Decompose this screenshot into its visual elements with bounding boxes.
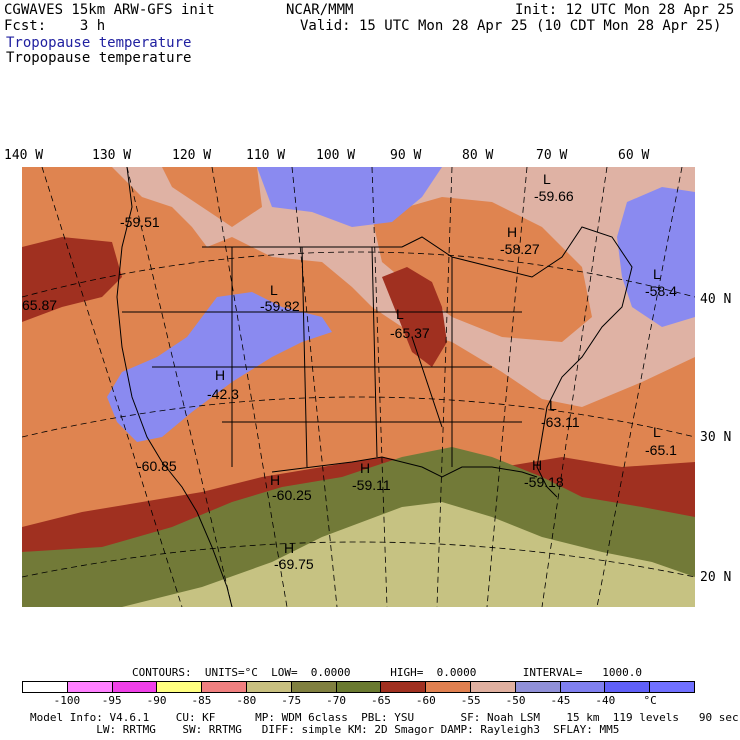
colorbar-swatch-14 <box>650 682 694 692</box>
colorbar-tick-label: -95 <box>101 694 122 707</box>
contours-info: CONTOURS: UNITS=°C LOW= 0.0000 HIGH= 0.0… <box>132 666 642 679</box>
label-L-58-4: L <box>653 266 661 282</box>
label-high-58-27: -58.27 <box>500 241 540 257</box>
lon-label-140w: 140 W <box>4 148 44 163</box>
colorbar-tick-label: °C <box>643 694 657 707</box>
colorbar-tick-label: -90 <box>146 694 167 707</box>
latlon-grid <box>22 167 695 607</box>
colorbar-swatch-2 <box>112 682 158 692</box>
label-high-59-11: -59.11 <box>352 477 391 493</box>
lat-label-20n: 20 N <box>700 570 732 585</box>
colorbar-swatch-8 <box>381 682 427 692</box>
colorbar-swatch-7 <box>336 682 382 692</box>
label-low-65-1: -65.1 <box>645 442 677 458</box>
lon-label-110w: 110 W <box>246 148 286 163</box>
lon-label-90w: 90 W <box>390 148 422 163</box>
forecast-hour: Fcst: 3 h <box>4 18 106 34</box>
field-name-secondary: Tropopause temperature <box>6 50 192 66</box>
colorbar-tick-label: -45 <box>550 694 571 707</box>
label-H-58-27: H <box>507 224 517 240</box>
coastlines <box>116 167 633 607</box>
region-darkred-west <box>22 237 122 322</box>
colorbar-tick-label: -55 <box>460 694 481 707</box>
region-orange-great-lakes <box>372 197 592 342</box>
label-H-60-25: H <box>270 472 280 488</box>
lon-label-120w: 120 W <box>172 148 212 163</box>
label-H-42-3: H <box>215 367 225 383</box>
colorbar-tick-label: -40 <box>595 694 616 707</box>
label-L-59-82: L <box>270 282 278 298</box>
colorbar-tick-label: -80 <box>236 694 257 707</box>
label-low-59-66: -59.66 <box>534 188 574 204</box>
model-info-line1: Model Info: V4.6.1 CU: KF MP: WDM 6class… <box>30 711 739 724</box>
label-low-63-11: -63.11 <box>541 414 580 430</box>
colorbar-tick-label: -70 <box>326 694 346 707</box>
model-info-line2: LW: RRTMG SW: RRTMG DIFF: simple KM: 2D … <box>30 723 620 736</box>
label-H-69-75: H <box>284 540 294 556</box>
colorbar-swatch-13 <box>605 682 651 692</box>
region-tan-gulf <box>122 502 695 607</box>
region-blue-north <box>257 167 442 227</box>
lon-label-100w: 100 W <box>316 148 356 163</box>
label-low-59-82: -59.82 <box>260 298 300 314</box>
label-L-65-37: L <box>396 306 404 322</box>
label-L-59-66: L <box>543 171 551 187</box>
colorbar-tick-label: -60 <box>415 694 436 707</box>
label-H-59-11: H <box>360 460 370 476</box>
lon-label-130w: 130 W <box>92 148 132 163</box>
colorbar-swatch-6 <box>291 682 337 692</box>
label-L-63-11: L <box>549 397 557 413</box>
lat-label-40n: 40 N <box>700 292 732 307</box>
label-high-59-18: -59.18 <box>524 474 564 490</box>
label-H-59-18: H <box>532 457 542 473</box>
label-low-59-51: -59.51 <box>120 214 160 230</box>
region-darkred-lakes <box>382 267 447 367</box>
label-high-60-25: -60.25 <box>272 487 312 503</box>
colorbar-swatch-9 <box>426 682 471 692</box>
colorbar-swatch-3 <box>157 682 203 692</box>
lon-label-80w: 80 W <box>462 148 494 163</box>
label-low-65-37: -65.37 <box>390 325 430 341</box>
field-name-primary: Tropopause temperature <box>6 35 192 51</box>
colorbar-swatch-10 <box>470 682 516 692</box>
center-name: NCAR/MMM <box>286 2 354 18</box>
label-low-65-87: 65.87 <box>22 297 57 313</box>
label-low-58-4: -58.4 <box>645 283 677 299</box>
colorbar-tick-label: -100 <box>53 694 81 707</box>
colorbar-swatch-11 <box>515 682 561 692</box>
label-low-60-85: -60.85 <box>137 458 177 474</box>
init-time: Init: 12 UTC Mon 28 Apr 25 <box>515 2 735 18</box>
valid-time: Valid: 15 UTC Mon 28 Apr 25 (10 CDT Mon … <box>300 18 722 34</box>
tropopause-temperature-map: -59.51 65.87 L -59.82 H -42.3 -60.85 H -… <box>22 167 695 607</box>
lon-label-60w: 60 W <box>618 148 650 163</box>
label-high-69-75: -69.75 <box>274 556 314 572</box>
colorbar <box>22 681 695 693</box>
region-orange-northwest <box>162 167 262 227</box>
colorbar-tick-label: -50 <box>505 694 526 707</box>
colorbar-swatch-1 <box>67 682 113 692</box>
colorbar-swatch-0 <box>23 682 68 692</box>
lon-label-70w: 70 W <box>536 148 568 163</box>
label-high-42-3: -42.3 <box>207 386 239 402</box>
lat-label-30n: 30 N <box>700 430 732 445</box>
colorbar-tick-label: -65 <box>370 694 391 707</box>
model-title: CGWAVES 15km ARW-GFS init <box>4 2 215 18</box>
colorbar-tick-label: -85 <box>191 694 212 707</box>
label-L-65-1: L <box>653 424 661 440</box>
colorbar-swatch-5 <box>246 682 292 692</box>
contour-labels: -59.51 65.87 L -59.82 H -42.3 -60.85 H -… <box>22 171 677 572</box>
colorbar-tick-label: -75 <box>281 694 302 707</box>
colorbar-swatch-4 <box>202 682 247 692</box>
colorbar-swatch-12 <box>560 682 606 692</box>
